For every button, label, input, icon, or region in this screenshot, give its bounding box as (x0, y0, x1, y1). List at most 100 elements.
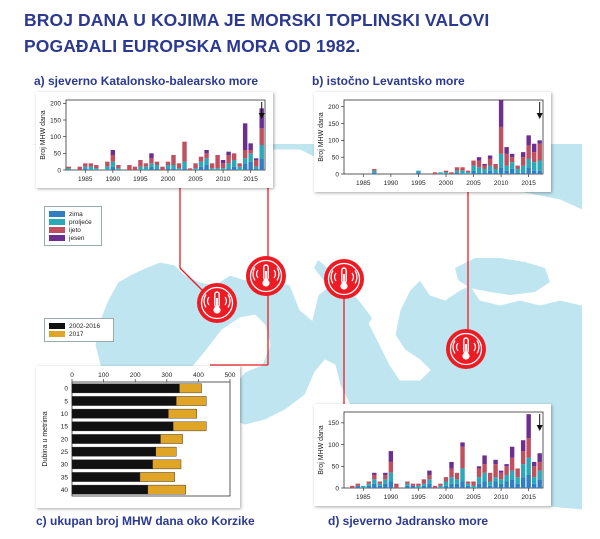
y-tick-label: 10 (61, 411, 69, 418)
x-tick-label: 1985 (78, 176, 93, 183)
bar-segment (198, 166, 204, 170)
bar-segment (410, 483, 416, 486)
bar-segment (388, 451, 394, 462)
wave-left-outer (452, 340, 456, 354)
hbar-segment (139, 472, 175, 482)
bar-segment (416, 170, 421, 173)
bar-segment (253, 168, 259, 170)
bar-segment (377, 481, 383, 484)
hbar-segment (152, 459, 182, 470)
wave-right-inner (473, 342, 477, 352)
bar-segment (515, 477, 520, 484)
wave-right-outer (276, 267, 280, 281)
bar-segment (226, 163, 231, 169)
bar-segment (350, 485, 355, 488)
bar-segment (242, 163, 248, 170)
bar-segment (383, 483, 388, 488)
bar-segment (143, 163, 149, 167)
bar-segment (531, 477, 537, 484)
x-tick-label: 2000 (161, 176, 176, 183)
bar-segment (498, 153, 504, 168)
thermometer-glyph (200, 286, 234, 320)
bar-segment (487, 481, 493, 486)
bar-segment (504, 165, 509, 171)
x-tick-label: 1990 (384, 180, 399, 187)
bar-segment (509, 479, 515, 488)
wave-right-outer (354, 270, 358, 284)
x-tick-label: 2000 (439, 494, 454, 501)
bar-segment (487, 170, 493, 174)
bar-segment (515, 165, 520, 169)
bar-segment (531, 152, 537, 163)
y-tick-label: 25 (61, 449, 69, 456)
bar-segment (438, 172, 443, 174)
bar-segment (515, 168, 520, 173)
bar-segment (83, 168, 88, 170)
bar-segment (482, 163, 487, 166)
bar-segment (248, 153, 253, 162)
thermometer-heatwave-icon (246, 256, 286, 296)
y-tick-label: 100 (328, 138, 339, 145)
bar-segment (449, 477, 454, 484)
bar-segment (226, 168, 231, 170)
bar-segment (493, 459, 498, 465)
bar-segment (471, 170, 476, 174)
bar-segment (242, 123, 248, 150)
bar-segment (154, 165, 160, 169)
bar-segment (388, 481, 394, 488)
bar-segment (204, 165, 209, 170)
x-tick-label: 2010 (494, 180, 509, 187)
bar-segment (110, 155, 116, 162)
legend-swatch (49, 211, 65, 217)
legend-swatch (49, 235, 65, 241)
bar-segment (165, 161, 171, 165)
y-tick-label: 100 (328, 442, 339, 449)
x-tick-label: 2010 (494, 494, 509, 501)
bar-segment (88, 166, 94, 170)
thermometer-heatwave-icon (197, 283, 237, 323)
bar-segment (77, 166, 82, 170)
bar-segment (460, 167, 465, 171)
bar-segment (487, 158, 493, 166)
wave-left-inner (206, 296, 210, 306)
bar-segment (487, 165, 493, 171)
black-sea (455, 258, 550, 295)
bar-segment (215, 155, 220, 169)
bar-segment (110, 166, 116, 170)
season-legend: zima proljeće ljeto jesen (44, 206, 102, 246)
bar-segment (427, 470, 432, 475)
legend-label: jesen (69, 234, 85, 242)
hbar-segment (172, 421, 207, 432)
bar-segment (531, 162, 537, 171)
x-tick-label: 0 (70, 372, 74, 379)
bar-segment (476, 172, 482, 174)
x-tick-label: 1985 (356, 494, 371, 501)
bar-segment (487, 155, 493, 159)
y-tick-label: 150 (328, 121, 339, 128)
bar-segment (460, 442, 465, 447)
x-tick-label: 1990 (106, 176, 121, 183)
hbar-segment (179, 383, 202, 394)
bar-segment (215, 168, 220, 170)
y-tick-label: 50 (54, 151, 62, 158)
bar-segment (509, 153, 515, 158)
y-tick-label: 50 (332, 464, 340, 471)
bar-segment (493, 464, 498, 478)
bar-segment (476, 466, 482, 469)
bar-segment (176, 168, 182, 170)
x-tick-label: 500 (225, 372, 236, 379)
hbar-segment (71, 459, 153, 470)
bar-segment (66, 166, 71, 169)
thermometer-bulb (462, 352, 470, 360)
bar-segment (237, 163, 242, 167)
bar-segment (498, 470, 504, 473)
x-tick-label: 2000 (439, 180, 454, 187)
legend-swatch (49, 323, 65, 329)
bar-segment (482, 168, 487, 173)
y-tick-label: 35 (61, 474, 69, 481)
bar-segment (372, 168, 377, 171)
x-tick-label: 2005 (466, 180, 481, 187)
hbar-segment (168, 408, 198, 419)
bar-segment (487, 472, 493, 482)
